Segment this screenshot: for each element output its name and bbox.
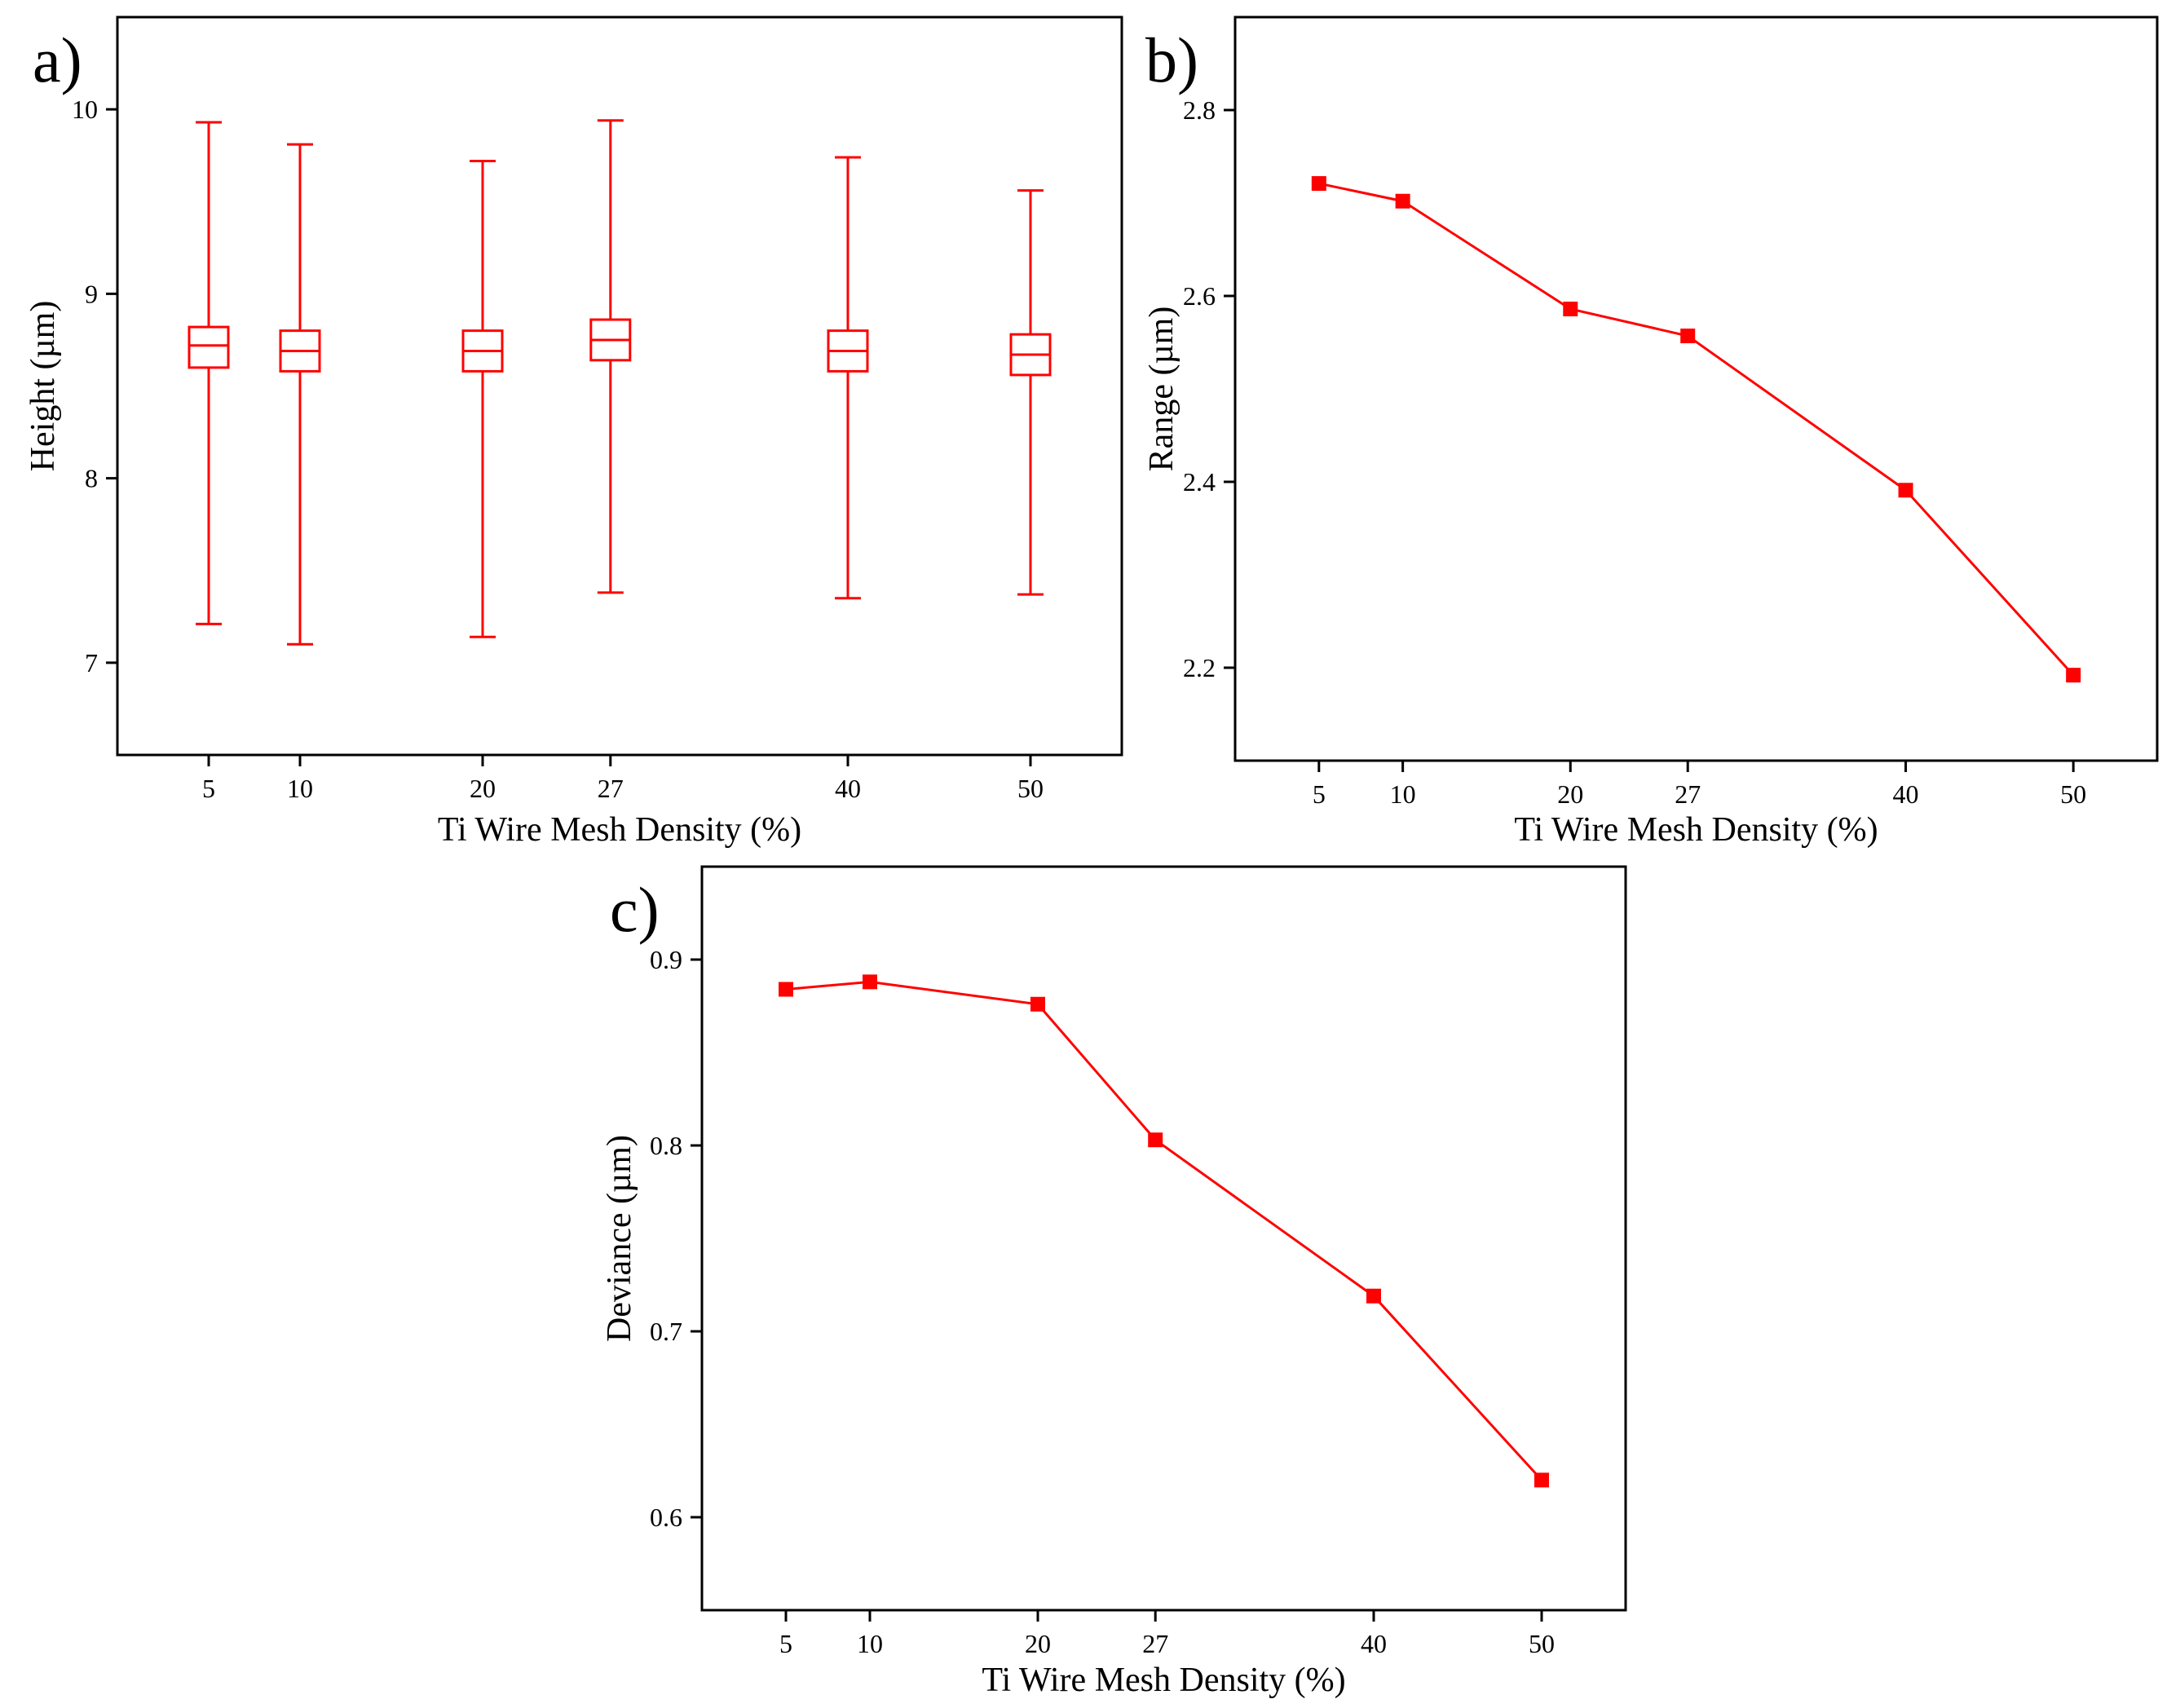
y-tick-label-a: 8 [85,464,98,493]
panel-c-y-axis-title: Deviance (µm) [601,1135,638,1342]
x-tick-label-c: 5 [779,1629,792,1658]
x-tick-label-c: 20 [1025,1629,1051,1658]
x-tick-label-a: 10 [287,774,313,803]
y-tick-label-c: 0.9 [650,945,682,974]
y-tick-label-a: 10 [72,95,98,124]
panel-c-deviance-line-chart: c) Ti Wire Mesh Density (%) Deviance (µm… [601,865,1627,1699]
x-tick-label-a: 20 [470,774,496,803]
y-tick-label-c: 0.7 [650,1317,682,1346]
box-40 [827,156,869,600]
x-tick-label-c: 50 [1529,1629,1555,1658]
x-tick-label-c: 10 [857,1629,883,1658]
box-iqr [188,325,230,369]
box-5 [188,121,230,625]
panel-a-x-axis-title: Ti Wire Mesh Density (%) [438,811,801,849]
data-point-b-50 [2066,668,2081,683]
data-point-c-27 [1148,1132,1163,1148]
series-line-c [785,980,1543,1481]
x-tick-label-b: 20 [1557,779,1583,809]
data-point-c-5 [779,982,793,997]
panel-a-y-axis-title: Height (µm) [24,301,62,472]
panel-b-x-axis-title: Ti Wire Mesh Density (%) [1514,811,1878,849]
data-point-c-20 [1030,996,1045,1012]
y-tick-label-b: 2.8 [1183,95,1216,125]
y-tick-label-b: 2.4 [1183,467,1216,497]
x-tick-label-b: 5 [1313,779,1326,809]
data-point-c-10 [863,974,877,990]
data-point-b-10 [1395,193,1410,209]
box-10 [279,143,321,646]
y-tick-label-c: 0.8 [650,1131,682,1160]
panel-a-label: a) [33,24,82,95]
box-50 [1009,189,1052,596]
panel-c-plot-frame [700,865,1627,1612]
x-tick-label-b: 27 [1675,779,1701,809]
y-tick-label-b: 2.2 [1183,653,1216,682]
data-point-b-5 [1311,176,1326,192]
box-20 [461,159,504,638]
x-tick-label-a: 40 [835,774,861,803]
x-tick-label-b: 10 [1390,779,1416,809]
x-tick-label-a: 50 [1017,774,1044,803]
panel-b-range-line-chart: b) Ti Wire Mesh Density (%) Range (µm) 5… [1143,15,2159,849]
data-point-c-40 [1366,1288,1381,1304]
x-tick-label-a: 27 [598,774,624,803]
data-point-b-20 [1563,301,1578,316]
x-tick-label-a: 5 [202,774,215,803]
box-27 [589,119,632,594]
panel-c-x-axis-title: Ti Wire Mesh Density (%) [982,1662,1345,1699]
x-tick-label-b: 40 [1893,779,1919,809]
series-line-b [1318,182,2075,677]
panel-b-plot-frame [1233,15,2159,762]
panel-b-y-axis-title: Range (µm) [1143,307,1180,472]
y-tick-label-b: 2.6 [1183,281,1216,311]
panel-a-height-box-chart: a) Ti Wire Mesh Density (%) Height (µm) … [24,15,1123,849]
panel-b-label: b) [1145,24,1198,95]
panel-a-plot-frame [116,15,1123,757]
panel-c-label: c) [610,874,660,945]
data-point-c-50 [1534,1472,1549,1488]
y-tick-label-c: 0.6 [650,1503,682,1532]
y-tick-label-a: 9 [85,279,98,308]
x-tick-label-c: 27 [1142,1629,1168,1658]
x-tick-label-c: 40 [1361,1629,1387,1658]
y-tick-label-a: 7 [85,648,98,677]
x-tick-label-b: 50 [2060,779,2086,809]
data-point-b-27 [1680,329,1696,344]
data-point-b-40 [1898,483,1913,498]
